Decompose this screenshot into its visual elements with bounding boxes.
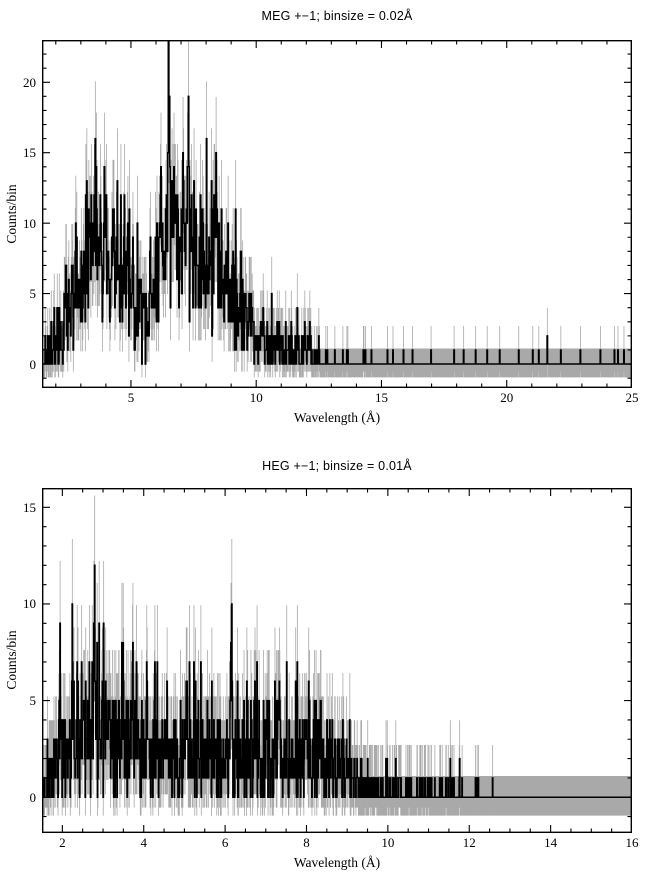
y-tick-label: 0 [29, 356, 37, 372]
x-tick-label: 20 [500, 390, 514, 405]
x-tick-label: 5 [127, 390, 135, 405]
heg-plot-canvas [42, 488, 632, 833]
x-tick-label: 10 [381, 835, 395, 850]
meg-plot-canvas [42, 40, 632, 388]
meg-x-axis-label: Wavelength (Å) [293, 410, 381, 425]
x-tick-label: 12 [462, 835, 476, 850]
y-tick-label: 5 [29, 286, 37, 302]
x-tick-label: 10 [249, 390, 263, 405]
meg-y-axis-label: Counts/bin [4, 184, 19, 244]
heg-panel-title: HEG +−1; binsize = 0.01Å [262, 459, 412, 473]
heg-x-axis-label: Wavelength (Å) [293, 855, 381, 870]
x-tick-label: 6 [221, 835, 229, 850]
x-tick-label: 2 [59, 835, 66, 850]
y-tick-label: 20 [23, 74, 36, 90]
y-tick-label: 10 [23, 215, 36, 231]
x-tick-label: 4 [140, 835, 147, 850]
x-tick-label: 14 [544, 835, 558, 850]
heg-y-axis-label: Counts/bin [4, 630, 19, 690]
y-tick-label: 15 [23, 145, 36, 161]
y-tick-label: 5 [29, 693, 37, 709]
y-tick-label: 15 [23, 499, 36, 515]
meg-panel-title: MEG +−1; binsize = 0.02Å [261, 9, 413, 23]
y-tick-label: 0 [29, 789, 37, 805]
x-tick-label: 16 [625, 835, 639, 850]
x-tick-label: 8 [303, 835, 310, 850]
x-tick-label: 25 [625, 390, 639, 405]
x-tick-label: 15 [374, 390, 388, 405]
y-tick-label: 10 [23, 596, 36, 612]
